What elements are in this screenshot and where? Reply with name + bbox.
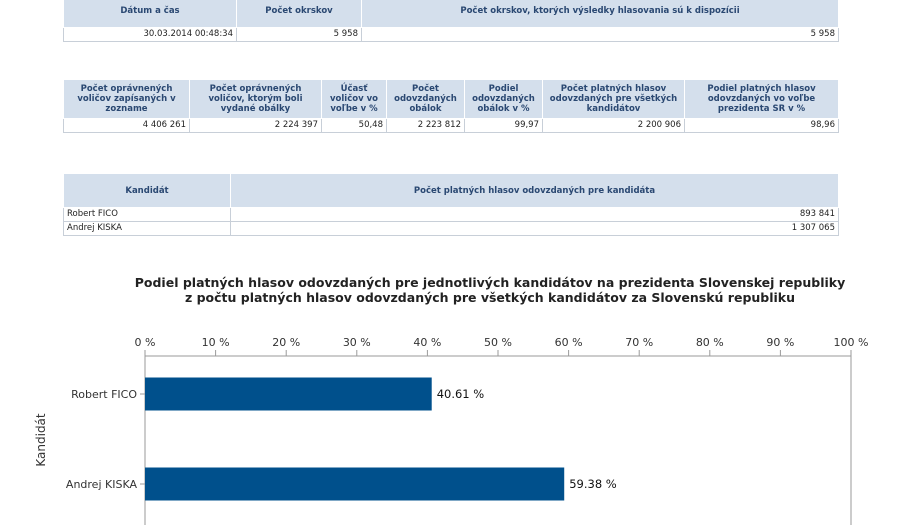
x-tick-label: 70 %	[625, 336, 653, 349]
x-tick-label: 30 %	[343, 336, 371, 349]
y-axis-label: Kandidát	[34, 413, 48, 467]
x-tick-label: 90 %	[766, 336, 794, 349]
x-tick-label: 10 %	[202, 336, 230, 349]
category-label: Robert FICO	[71, 388, 137, 401]
x-tick-label: 40 %	[413, 336, 441, 349]
x-tick-label: 0 %	[135, 336, 156, 349]
x-tick-label: 20 %	[272, 336, 300, 349]
data-label: 59.38 %	[569, 477, 617, 491]
bar	[145, 468, 564, 501]
bar-chart: 0 % 10 % 20 % 30 % 40 % 50 % 60 % 70 % 80 % 90 % 1…	[0, 0, 900, 525]
data-label: 40.61 %	[437, 387, 485, 401]
category-label: Andrej KISKA	[66, 478, 138, 491]
x-tick-label: 50 %	[484, 336, 512, 349]
x-tick-label: 100 %	[834, 336, 869, 349]
x-tick-label: 80 %	[696, 336, 724, 349]
bar	[145, 378, 432, 411]
x-axis-ticks: 0 % 10 % 20 % 30 % 40 % 50 % 60 % 70 % 80 % 90 % 1…	[135, 336, 869, 356]
x-tick-label: 60 %	[555, 336, 583, 349]
